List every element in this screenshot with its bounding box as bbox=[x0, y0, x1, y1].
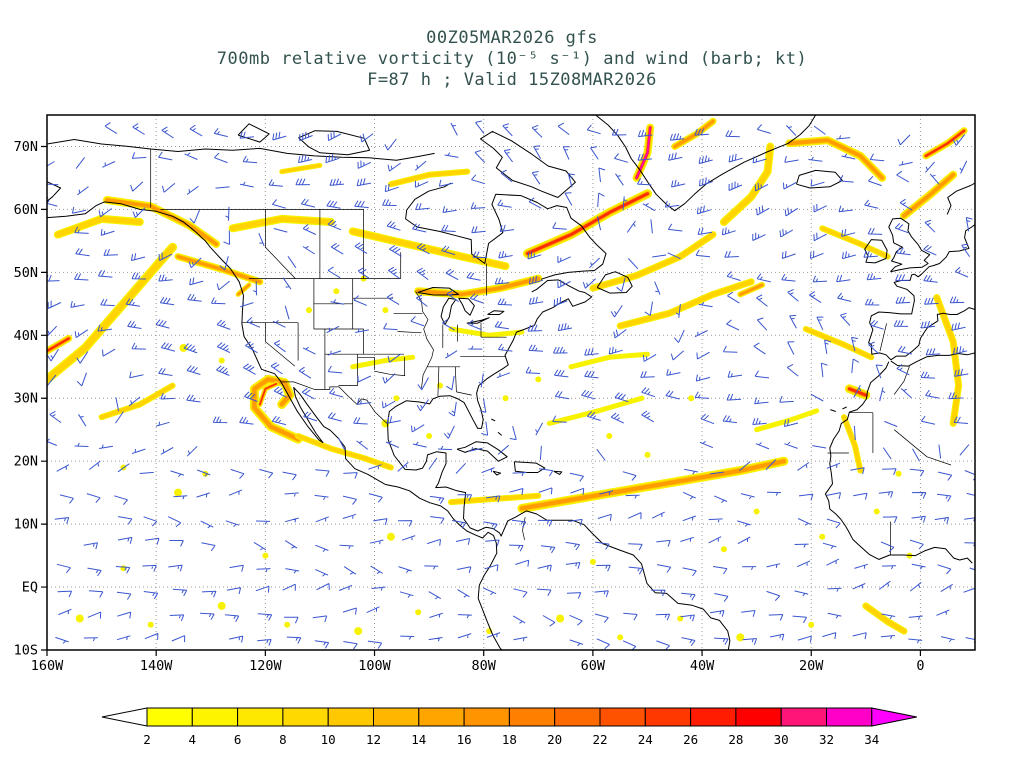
colorbar-cell-2 bbox=[237, 707, 284, 727]
colorbar-level-label-9: 20 bbox=[547, 732, 562, 747]
colorbar-cell-14 bbox=[780, 707, 828, 727]
x-axis-label-3: 100W bbox=[358, 658, 391, 674]
x-axis-label-5: 60W bbox=[581, 658, 606, 674]
title-valid-line: F=87 h ; Valid 15Z08MAR2026 bbox=[367, 70, 657, 90]
colorbar-cell-5 bbox=[373, 707, 420, 727]
colorbar-level-label-2: 6 bbox=[234, 732, 242, 747]
axis-tick-marks bbox=[41, 145, 922, 656]
y-axis-label-6: 10N bbox=[14, 517, 38, 533]
colorbar-cell-10 bbox=[599, 707, 646, 727]
y-axis-label-8: 10S bbox=[14, 643, 38, 659]
x-axis-label-6: 40W bbox=[690, 658, 715, 674]
colorbar-level-label-10: 22 bbox=[592, 732, 607, 747]
colorbar-level-label-5: 12 bbox=[366, 732, 381, 747]
colorbar-level-label-11: 24 bbox=[638, 732, 653, 747]
y-axis-label-0: 70N bbox=[14, 139, 38, 155]
map-frame bbox=[46, 114, 976, 651]
colorbar-level-label-4: 10 bbox=[321, 732, 336, 747]
y-axis-label-1: 60N bbox=[14, 202, 38, 218]
colorbar: 2 4 6 8 10 12 14 16 18 20 22 24 26 28 30 32 34 bbox=[101, 707, 917, 747]
x-axis-label-8: 0 bbox=[916, 658, 924, 674]
vorticity-shading-layer bbox=[47, 117, 968, 642]
colorbar-under-arrow bbox=[101, 707, 148, 727]
title-run-line: 00Z05MAR2026 gfs bbox=[426, 28, 598, 48]
colorbar-level-label-1: 4 bbox=[189, 732, 197, 747]
y-axis-label-2: 50N bbox=[14, 265, 38, 281]
colorbar-cell-7 bbox=[463, 707, 510, 727]
y-axis-label-5: 20N bbox=[14, 454, 38, 470]
x-axis-label-4: 80W bbox=[472, 658, 497, 674]
colorbar-level-label-16: 34 bbox=[864, 732, 879, 747]
chart-titles: 00Z05MAR2026 gfs 700mb relative vorticit… bbox=[0, 28, 1024, 91]
y-axis-label-7: EQ bbox=[22, 580, 38, 596]
coastline-path bbox=[47, 115, 975, 650]
colorbar-cell-3 bbox=[282, 707, 329, 727]
colorbar-level-label-6: 14 bbox=[411, 732, 426, 747]
colorbar-cell-12 bbox=[690, 707, 737, 727]
colorbar-cell-6 bbox=[418, 707, 465, 727]
colorbar-cell-9 bbox=[554, 707, 601, 727]
colorbar-level-label-12: 26 bbox=[683, 732, 698, 747]
colorbar-cell-8 bbox=[508, 707, 556, 727]
colorbar-level-label-3: 8 bbox=[279, 732, 287, 747]
wind-barbs-layer bbox=[47, 120, 975, 650]
colorbar-level-label-7: 16 bbox=[457, 732, 472, 747]
wind-barbs-path bbox=[47, 120, 975, 650]
colorbar-level-label-14: 30 bbox=[774, 732, 789, 747]
colorbar-cell-4 bbox=[327, 707, 375, 727]
x-axis-label-7: 20W bbox=[799, 658, 824, 674]
colorbar-cell-1 bbox=[191, 707, 239, 727]
map-canvas: 160W 140W 120W 100W 80W 60W 40W 20W 0 70N 60N 50N 40… bbox=[14, 114, 976, 674]
colorbar-cell-0 bbox=[146, 707, 193, 727]
x-axis-label-1: 140W bbox=[140, 658, 173, 674]
coastlines-layer bbox=[47, 115, 975, 650]
colorbar-level-label-13: 28 bbox=[728, 732, 743, 747]
x-axis-label-0: 160W bbox=[31, 658, 64, 674]
colorbar-cell-11 bbox=[644, 707, 692, 727]
colorbar-cell-15 bbox=[826, 707, 873, 727]
colorbar-level-label-8: 18 bbox=[502, 732, 517, 747]
colorbar-level-label-0: 2 bbox=[143, 732, 151, 747]
colorbar-cell-13 bbox=[735, 707, 782, 727]
y-axis-label-4: 30N bbox=[14, 391, 38, 407]
x-axis-label-2: 120W bbox=[249, 658, 282, 674]
colorbar-level-label-15: 32 bbox=[819, 732, 834, 747]
colorbar-over-arrow bbox=[871, 707, 917, 727]
title-field-line: 700mb relative vorticity (10⁻⁵ s⁻¹) and … bbox=[216, 49, 808, 69]
y-axis-label-3: 40N bbox=[14, 328, 38, 344]
